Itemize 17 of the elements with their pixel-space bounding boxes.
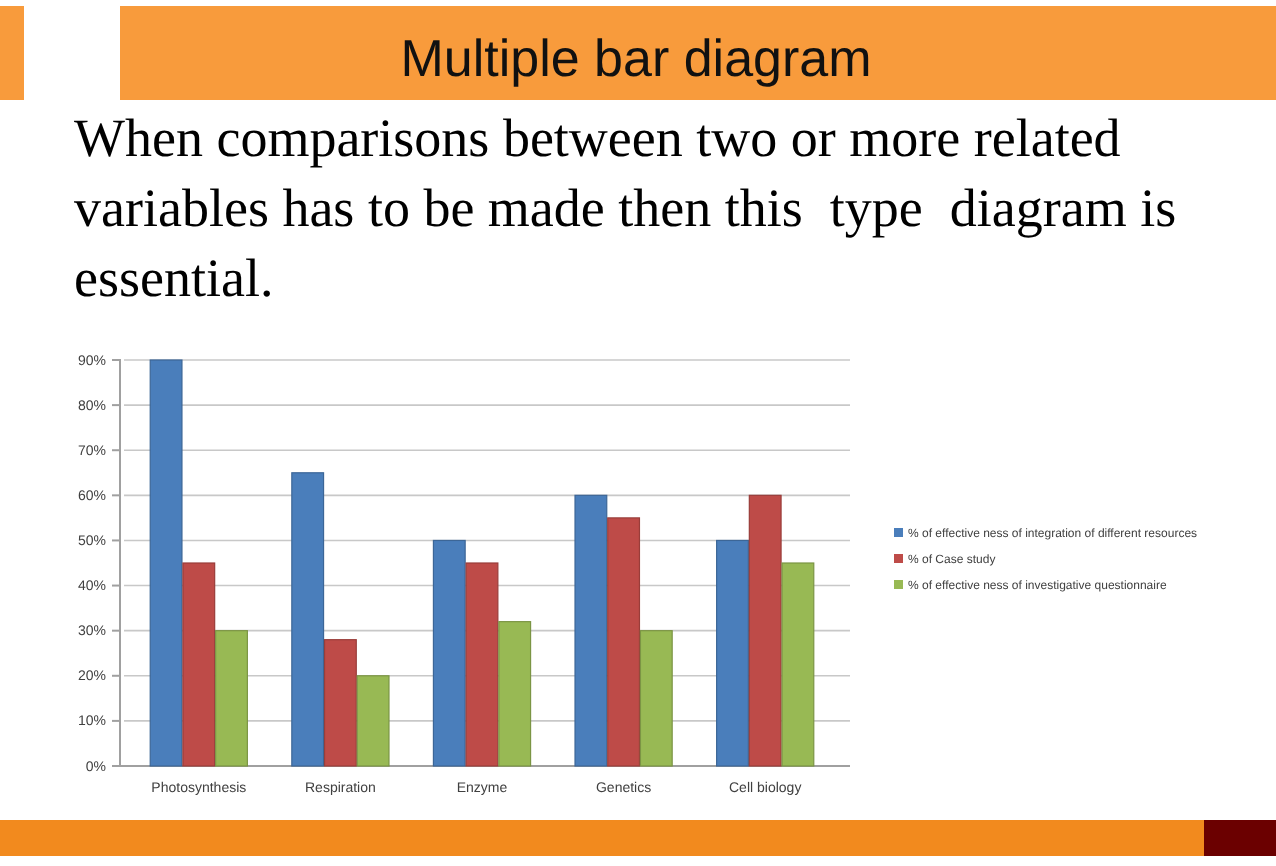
bar: [356, 675, 390, 767]
bar: [639, 630, 673, 767]
bar: [748, 494, 782, 767]
bar: [781, 562, 815, 767]
bar: [291, 472, 325, 767]
bar: [716, 539, 749, 767]
chart-title: Multiple bar diagram: [400, 28, 872, 88]
bar: [215, 630, 248, 767]
bar: [574, 494, 608, 767]
chart-subtitle: When comparisons between two or more related variables has to be made then this type diagram is essential.: [74, 108, 1177, 308]
bar: [149, 359, 183, 767]
bar: [432, 539, 466, 767]
bar: [182, 562, 216, 767]
bar: [465, 562, 499, 767]
bar: [498, 621, 532, 767]
bar: [323, 639, 357, 767]
bar: [607, 517, 641, 767]
